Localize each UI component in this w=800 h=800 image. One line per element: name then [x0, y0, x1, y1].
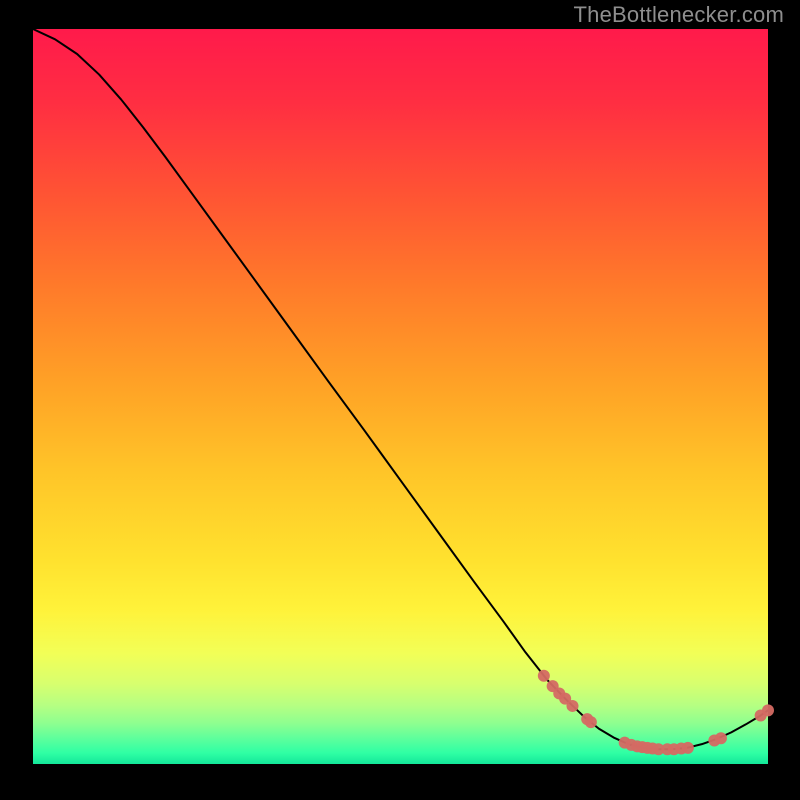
data-marker [566, 700, 578, 712]
bottleneck-chart [0, 0, 800, 800]
data-marker [585, 716, 597, 728]
data-marker [762, 704, 774, 716]
watermark-text: TheBottlenecker.com [574, 2, 784, 28]
data-marker [715, 732, 727, 744]
plot-area-gradient [33, 29, 768, 764]
data-marker [682, 742, 694, 754]
data-marker [538, 670, 550, 682]
